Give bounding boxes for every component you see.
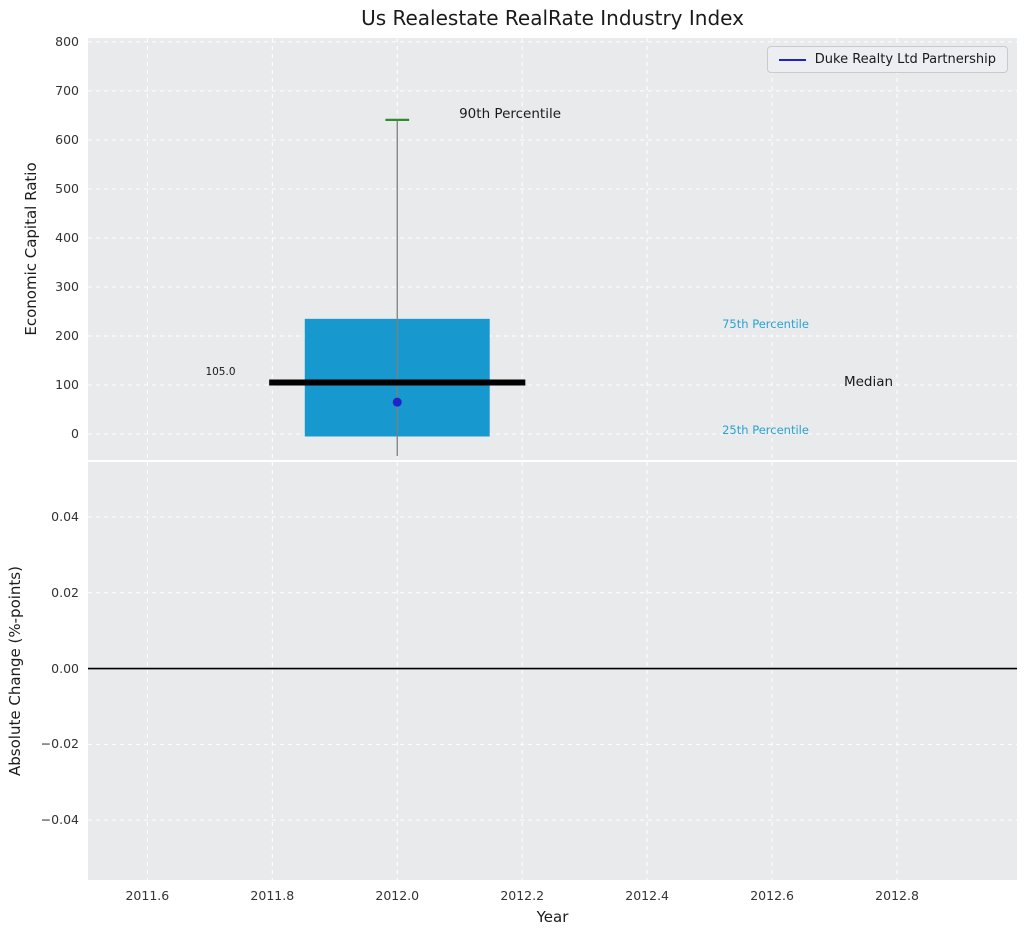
series-point [392,397,402,407]
x-tick-label: 2012.4 [625,888,670,903]
y-tick-label: 800 [55,33,79,49]
y-tick-label: 700 [55,82,79,98]
y-tick-label: 400 [55,229,79,245]
x-tick-label: 2012.6 [750,888,794,903]
y-tick-label: 200 [55,327,79,343]
annotation: 105.0 [205,366,236,379]
x-tick-label: 2011.6 [125,888,170,903]
x-tick-label: 2012.8 [875,888,919,903]
chart-title: Us Realestate RealRate Industry Index [361,6,744,30]
y-tick-label: 0.02 [51,584,79,600]
legend: Duke Realty Ltd Partnership [766,46,1008,73]
x-tick-label: 2012.2 [500,888,545,903]
y-tick-label: 600 [55,131,79,147]
annotation: 25th Percentile [722,422,809,437]
annotation: 90th Percentile [459,105,562,122]
y-tick-label: 0.00 [51,660,79,676]
x-axis-label: Year [536,908,569,926]
y-tick-label: 100 [55,377,79,392]
top-plot-background [88,38,1017,460]
y-tick-label: 0 [71,426,79,442]
y-tick-label: 500 [55,180,79,196]
x-tick-label: 2012.0 [375,888,420,903]
y-tick-label: −0.02 [40,736,79,752]
top-plot-area [88,38,1017,460]
annotation: Median [843,374,894,391]
bottom-plot-area [88,462,1017,880]
legend-label: Duke Realty Ltd Partnership [814,52,996,67]
y-tick-label: 300 [55,278,79,294]
annotation: 75th Percentile [722,316,809,331]
y-tick-label: −0.04 [40,812,79,828]
legend-line-sample [778,58,806,61]
y-tick-label: 0.04 [51,508,79,524]
bottom-plot-background [88,462,1017,880]
x-tick-label: 2011.8 [250,888,295,903]
